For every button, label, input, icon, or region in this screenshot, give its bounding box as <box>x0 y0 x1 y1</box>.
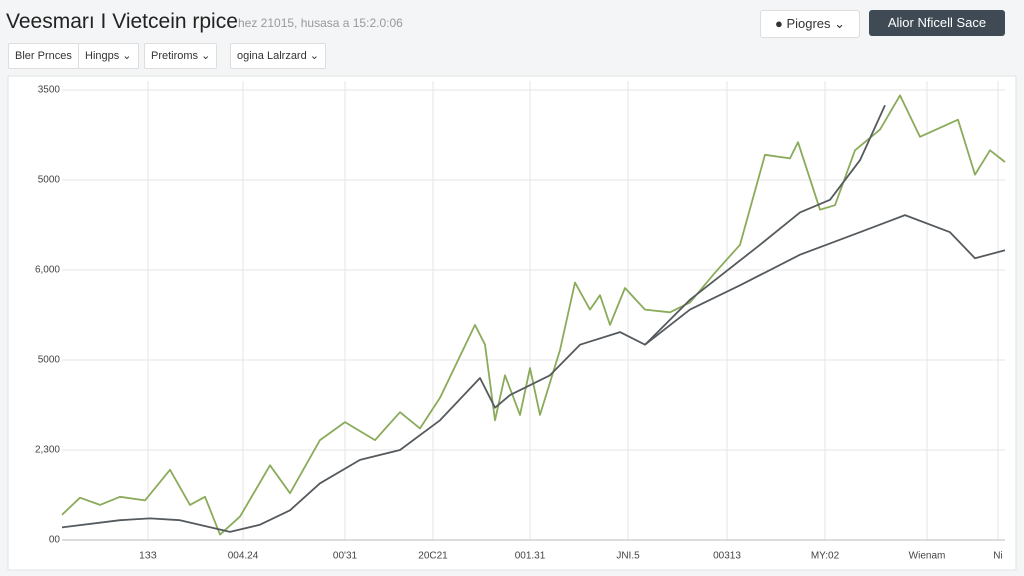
x-tick-label: MY:02 <box>811 551 840 562</box>
series-line <box>644 104 886 346</box>
dropdown-label: ogina Lalrzard <box>237 50 307 62</box>
menu-label: Piogres <box>786 16 831 31</box>
y-tick-label: 6,000 <box>35 265 60 276</box>
dropdown[interactable]: ogina Lalrzard ⌄ <box>230 43 326 69</box>
title: Veesmarı I Vietcein rpice <box>6 10 238 33</box>
series-line <box>61 214 1006 533</box>
x-tick-label: 00313 <box>713 551 741 562</box>
y-tick-label: 5000 <box>38 355 61 366</box>
x-tick-label: 001.31 <box>515 551 546 562</box>
y-tick-label: 5000 <box>38 175 61 186</box>
y-tick-label: 3500 <box>38 85 61 96</box>
y-tick-label: 00 <box>49 535 61 546</box>
x-tick-label: Wienam <box>909 551 946 562</box>
y-tick-label: 2,300 <box>35 445 60 456</box>
chart-panel <box>7 75 1017 571</box>
x-tick-label: 00'31 <box>333 551 358 562</box>
x-tick-label: 1ЗЗ <box>139 551 157 562</box>
dropdown[interactable]: Hingps ⌄ <box>78 43 139 69</box>
x-tick-label: 20C21 <box>418 551 448 562</box>
x-tick-label: Ni <box>993 551 1002 562</box>
dropdown[interactable]: Pretiroms ⌄ <box>144 43 218 69</box>
subtitle: hez 21015, husasa a 15:2.0:06 <box>238 16 403 30</box>
primary-button[interactable]: Alior Nficell Sace <box>869 10 1005 36</box>
dropdown-label: Hingps <box>85 50 120 62</box>
series-line <box>61 94 1006 536</box>
dropdown-label: Pretiroms <box>151 50 199 62</box>
menu-button[interactable]: ● Piogres ⌄ <box>760 10 860 38</box>
x-tick-label: JNI.5 <box>616 551 640 562</box>
x-tick-label: 004.24 <box>228 551 259 562</box>
